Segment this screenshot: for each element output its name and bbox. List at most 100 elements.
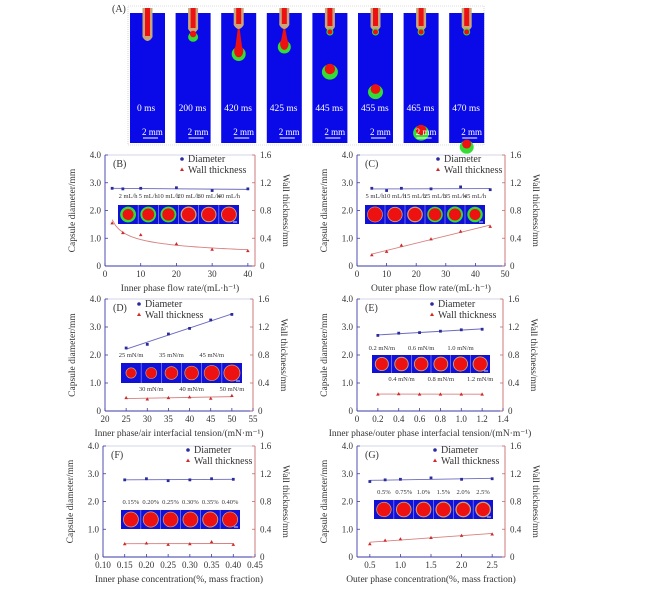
inset-label: 25 mL/h — [424, 193, 447, 200]
trend-line — [126, 396, 232, 399]
droplet-core — [462, 139, 472, 149]
chart-d: 20 25 30 35 40 45 50 5501.02.03.04.000.40.81.21… — [68, 294, 288, 439]
panel-a-simulation-frames: (A) 0 ms 2 mm 200 ms 2 mm 420 ms 2 mm 425 ms 2 m… — [112, 4, 485, 154]
y2-tick-label: 1.2 — [260, 469, 271, 479]
x-tick-label: 0.2 — [372, 414, 383, 424]
capsule-core — [448, 208, 462, 221]
capsule-image-strip — [365, 205, 485, 224]
capsule-core — [162, 208, 175, 221]
data-point — [145, 342, 149, 346]
y-tick-label: 0 — [95, 552, 100, 562]
panel-label: (D) — [113, 303, 127, 314]
data-point — [230, 393, 234, 397]
legend-label: Wall thickness — [188, 165, 246, 176]
legend-marker-diameter — [433, 448, 437, 452]
legend-label: Diameter — [188, 154, 226, 165]
capsule-core — [122, 209, 134, 220]
legend-marker-diameter — [137, 302, 141, 306]
y2-tick-label: 0.4 — [508, 378, 520, 388]
droplet-core — [370, 84, 381, 94]
capsule-core — [126, 368, 136, 378]
y2-tick-label: 0.4 — [510, 524, 522, 534]
data-point — [370, 253, 374, 257]
x-axis-label: Inner phase flow rate/(mL·h⁻¹) — [121, 283, 239, 294]
nozzle-tip — [372, 28, 379, 36]
scale-bar-label: 2 mm — [370, 127, 391, 137]
legend-label: Wall thickness — [145, 310, 203, 321]
nozzle-tip — [417, 28, 425, 36]
data-point — [209, 318, 213, 322]
legend-label: Diameter — [438, 299, 476, 310]
x-tick-label: 20 — [172, 269, 182, 279]
y-tick-label: 2.0 — [90, 206, 102, 216]
data-point — [121, 230, 125, 235]
y-tick-label: 4.0 — [90, 294, 102, 304]
capsule-core — [165, 366, 178, 380]
data-point — [209, 539, 214, 544]
x-tick-label: 0.10 — [95, 560, 111, 570]
capsule-core — [414, 357, 428, 371]
y-tick-label: 1.0 — [342, 378, 354, 388]
y-tick-label: 0 — [97, 406, 102, 416]
y2-axis-label: Wall thickness/mm — [280, 465, 290, 538]
capsule-core — [123, 512, 139, 527]
inset-label: 1.0% — [417, 489, 431, 496]
chart-c: 0 10 20 30 40 5001.02.03.04.000.40.81.21.6Out… — [320, 150, 540, 294]
y-tick-label: 2.0 — [342, 206, 354, 216]
y2-axis-label: Wall thickness/mm — [530, 174, 540, 247]
x-tick-label: 20 — [101, 414, 111, 424]
inset-label: 20 mL/h — [177, 193, 200, 200]
panel-a-border — [127, 5, 485, 146]
droplet-core — [189, 30, 197, 38]
inset-label: 0.15% — [123, 499, 140, 506]
y2-tick-label: 0 — [508, 406, 513, 416]
capsule-core — [367, 207, 383, 222]
capsule-core — [476, 502, 490, 517]
x-tick-label: 0.30 — [182, 560, 198, 570]
y-tick-label: 4.0 — [342, 150, 354, 160]
trend-line — [126, 313, 232, 350]
panel-label: (B) — [113, 159, 126, 170]
data-point — [368, 542, 372, 546]
inset-label: 45 mL/h — [464, 193, 487, 200]
data-point — [145, 397, 150, 401]
data-point — [210, 477, 213, 481]
y2-axis-label: Wall thickness/mm — [278, 319, 288, 392]
y2-tick-label: 1.2 — [258, 322, 269, 332]
capsule-image-strip — [121, 363, 242, 383]
capsule-core — [146, 367, 157, 379]
y2-tick-label: 0.8 — [510, 206, 522, 216]
data-point — [144, 541, 149, 545]
data-point — [480, 392, 484, 396]
data-point — [167, 332, 170, 336]
inset-label: 0.20% — [142, 499, 159, 506]
nozzle-core — [418, 8, 424, 26]
series-wall-thickness — [124, 393, 234, 401]
data-point — [459, 328, 463, 332]
x-tick-label: 40 — [185, 414, 195, 424]
series-wall-thickness — [122, 539, 236, 546]
x-tick-label: 0.15 — [117, 560, 133, 570]
x-axis-label: Outer phase concentration(%, mass fracti… — [346, 574, 516, 585]
legend-label: Wall thickness — [438, 310, 496, 321]
y2-axis-label: Wall thickness/mm — [530, 465, 540, 538]
x-tick-label: 2.5 — [487, 560, 499, 570]
data-point — [246, 248, 250, 253]
frame-time: 465 ms — [407, 104, 435, 114]
inset-label: 10 mL/h — [157, 193, 180, 200]
trend-line — [124, 478, 234, 481]
simulation-frame: 445 ms 2 mm — [312, 8, 348, 143]
data-point — [429, 476, 433, 480]
capsule-core — [204, 365, 220, 381]
legend-marker-diameter — [430, 302, 434, 306]
data-point — [368, 480, 372, 483]
data-point — [166, 395, 171, 400]
data-point — [397, 331, 401, 335]
capsule-core — [428, 208, 442, 221]
y2-tick-label: 1.2 — [260, 178, 271, 188]
capsule-core — [395, 357, 408, 371]
capsule-image-strip — [118, 205, 239, 224]
y2-tick-label: 0.4 — [260, 524, 272, 534]
x-tick-label: 1.0 — [456, 414, 468, 424]
data-point — [230, 313, 234, 316]
